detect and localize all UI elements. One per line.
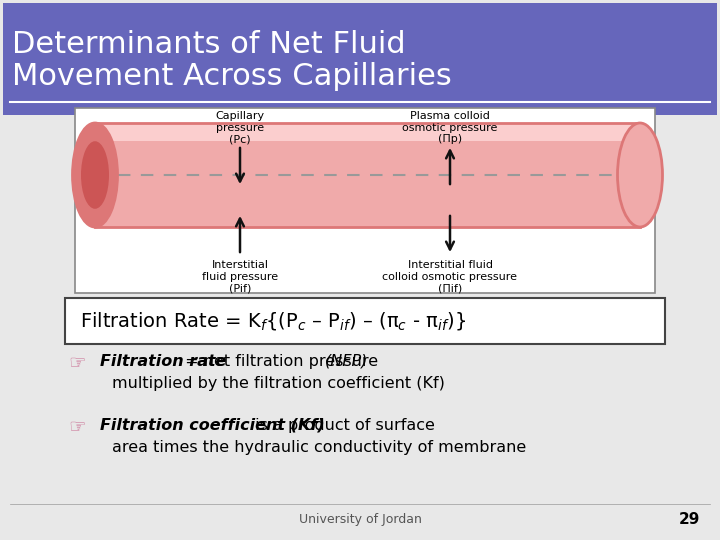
- Ellipse shape: [73, 123, 117, 227]
- Text: Interstitial fluid
colloid osmotic pressure
(Πif): Interstitial fluid colloid osmotic press…: [382, 260, 518, 293]
- Text: is a product of surface: is a product of surface: [250, 418, 435, 433]
- Text: Capillary
pressure
(Pc): Capillary pressure (Pc): [215, 111, 264, 144]
- Text: 29: 29: [679, 512, 700, 528]
- Text: Interstitial
fluid pressure
(Pif): Interstitial fluid pressure (Pif): [202, 260, 278, 293]
- Text: = net filtration pressure: = net filtration pressure: [180, 354, 383, 369]
- Text: University of Jordan: University of Jordan: [299, 514, 421, 526]
- Text: Filtration rate: Filtration rate: [100, 354, 226, 369]
- Text: Filtration coefficient (Kf): Filtration coefficient (Kf): [100, 418, 325, 433]
- Text: area times the hydraulic conductivity of membrane: area times the hydraulic conductivity of…: [112, 440, 526, 455]
- Text: Plasma colloid
osmotic pressure
(Πp): Plasma colloid osmotic pressure (Πp): [402, 111, 498, 144]
- Bar: [95, 123, 640, 227]
- Text: ☞: ☞: [68, 418, 86, 437]
- Bar: [65, 298, 665, 344]
- Bar: [3, 95, 717, 115]
- Text: Movement Across Capillaries: Movement Across Capillaries: [12, 62, 451, 91]
- Text: (NFP): (NFP): [325, 354, 369, 369]
- Text: ☞: ☞: [68, 354, 86, 373]
- Text: Filtration Rate = K$_f${(P$_c$ – P$_{if}$) – (π$_c$ - π$_{if}$)}: Filtration Rate = K$_f${(P$_c$ – P$_{if}…: [80, 310, 466, 332]
- Bar: [95, 123, 640, 141]
- Text: Determinants of Net Fluid: Determinants of Net Fluid: [12, 30, 405, 59]
- FancyBboxPatch shape: [3, 3, 717, 113]
- Ellipse shape: [81, 141, 109, 209]
- Bar: [75, 108, 655, 293]
- Text: multiplied by the filtration coefficient (Kf): multiplied by the filtration coefficient…: [112, 376, 445, 391]
- Ellipse shape: [618, 123, 662, 227]
